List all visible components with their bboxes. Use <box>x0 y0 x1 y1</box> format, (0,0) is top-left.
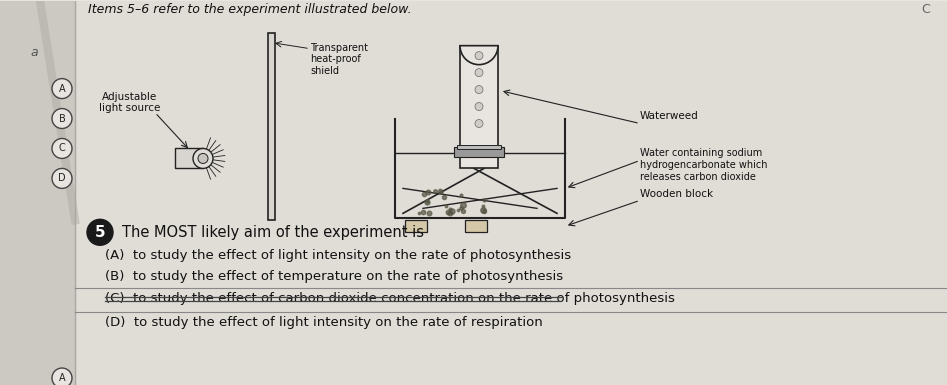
Text: A: A <box>59 84 65 94</box>
Circle shape <box>52 368 72 385</box>
Bar <box>457 146 501 149</box>
Text: C: C <box>921 3 930 16</box>
Bar <box>465 220 487 232</box>
Bar <box>175 149 203 168</box>
Bar <box>405 220 427 232</box>
Bar <box>460 46 498 168</box>
Wedge shape <box>460 46 498 65</box>
Text: Water containing sodium
hydrogencarbonate which
releases carbon dioxide: Water containing sodium hydrogencarbonat… <box>640 149 767 182</box>
Text: D: D <box>58 173 65 183</box>
Circle shape <box>198 154 208 164</box>
Text: (D)  to study the effect of light intensity on the rate of respiration: (D) to study the effect of light intensi… <box>105 316 543 329</box>
Text: B: B <box>59 114 65 124</box>
Text: Adjustable
light source: Adjustable light source <box>99 92 161 113</box>
Circle shape <box>52 79 72 99</box>
Bar <box>454 147 504 157</box>
Text: a: a <box>30 46 38 59</box>
Text: Wooden block: Wooden block <box>640 189 713 199</box>
Circle shape <box>52 168 72 188</box>
Circle shape <box>475 69 483 77</box>
Circle shape <box>475 85 483 94</box>
Circle shape <box>193 149 213 168</box>
Text: (C)  to study the effect of carbon dioxide concentration on the rate of photosyn: (C) to study the effect of carbon dioxid… <box>105 292 675 305</box>
Text: A: A <box>59 373 65 383</box>
Text: C: C <box>59 144 65 154</box>
Text: Transparent
heat-proof
shield: Transparent heat-proof shield <box>310 43 368 76</box>
Circle shape <box>475 102 483 110</box>
Circle shape <box>52 109 72 129</box>
Circle shape <box>52 139 72 159</box>
Text: Waterweed: Waterweed <box>640 110 699 121</box>
Text: Items 5–6 refer to the experiment illustrated below.: Items 5–6 refer to the experiment illust… <box>88 3 412 16</box>
Text: The MOST likely aim of the experiment is: The MOST likely aim of the experiment is <box>122 225 424 240</box>
Circle shape <box>475 119 483 127</box>
Text: (A)  to study the effect of light intensity on the rate of photosynthesis: (A) to study the effect of light intensi… <box>105 249 571 262</box>
Text: (B)  to study the effect of temperature on the rate of photosynthesis: (B) to study the effect of temperature o… <box>105 270 563 283</box>
Circle shape <box>87 219 113 245</box>
Bar <box>268 33 275 220</box>
Text: 5: 5 <box>95 225 105 240</box>
Circle shape <box>475 52 483 60</box>
Bar <box>0 1 75 385</box>
